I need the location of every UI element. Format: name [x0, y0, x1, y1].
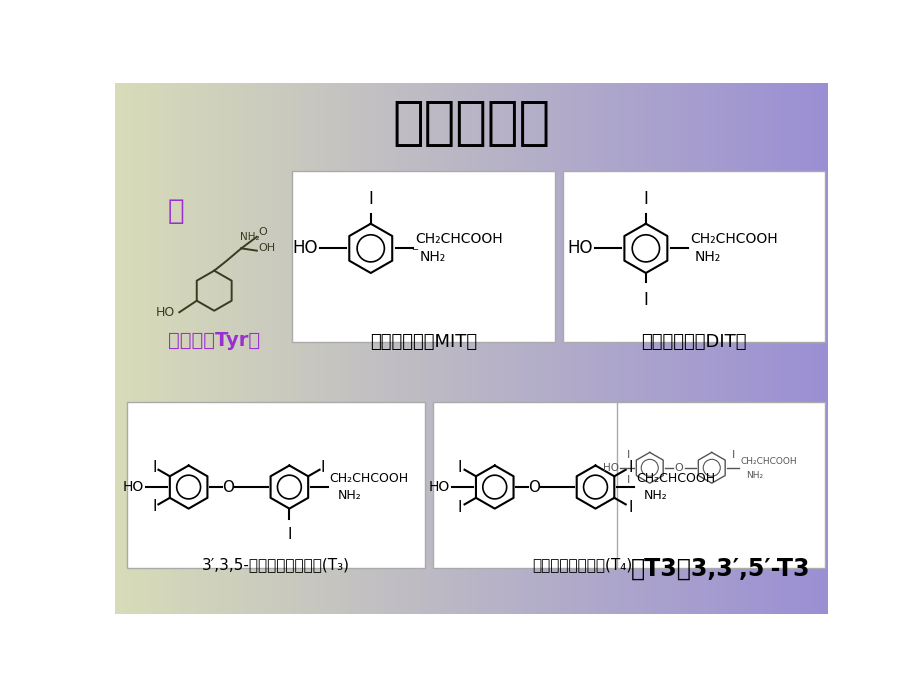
Text: OH: OH [258, 244, 275, 253]
Text: I: I [153, 499, 157, 514]
Text: HO: HO [428, 480, 449, 494]
Text: CH₂CHCOOH: CH₂CHCOOH [635, 472, 714, 485]
Text: CH₂CHCOOH: CH₂CHCOOH [414, 232, 502, 246]
Text: HO: HO [122, 480, 143, 494]
Text: I: I [626, 451, 630, 460]
Text: I: I [457, 460, 461, 475]
Text: CH₂CHCOOH: CH₂CHCOOH [689, 232, 777, 246]
Text: O: O [221, 480, 234, 495]
Text: 3′,3,5-三碘甲状腺原氨酸(T₃): 3′,3,5-三碘甲状腺原氨酸(T₃) [201, 557, 349, 572]
Text: 反T3：3,3′,5′-T3: 反T3：3,3′,5′-T3 [630, 557, 810, 581]
Text: NH₂: NH₂ [643, 489, 667, 502]
Text: CH₂CHCOOH: CH₂CHCOOH [329, 472, 408, 485]
Text: 酪氨酸（Tyr）: 酪氨酸（Tyr） [167, 331, 259, 350]
Text: I: I [368, 190, 373, 208]
Text: 四碘甲状腺原氨酸(T₄): 四碘甲状腺原氨酸(T₄) [531, 557, 631, 572]
Text: 二碘酪氨酸（DIT）: 二碘酪氨酸（DIT） [641, 333, 746, 351]
Bar [127, 402, 425, 568]
Text: HO: HO [567, 239, 593, 257]
Text: 甲状腺激素: 甲状腺激素 [392, 97, 550, 149]
Text: NH₂: NH₂ [240, 233, 259, 242]
Text: 碘: 碘 [167, 197, 184, 225]
Text: O: O [528, 480, 539, 495]
Text: NH₂: NH₂ [694, 250, 720, 264]
Bar [291, 171, 554, 342]
Text: I: I [628, 460, 632, 475]
Text: I: I [628, 500, 632, 515]
Text: NH₂: NH₂ [745, 471, 762, 480]
Text: O: O [675, 463, 683, 473]
Bar [562, 171, 824, 342]
Text: I: I [153, 460, 157, 475]
Text: HO: HO [156, 306, 176, 319]
Text: I: I [731, 451, 734, 460]
Text: 一碘酪氨酸（MIT）: 一碘酪氨酸（MIT） [369, 333, 476, 351]
Text: NH₂: NH₂ [419, 250, 446, 264]
Text: I: I [642, 291, 648, 310]
Text: I: I [287, 527, 291, 542]
Text: O: O [258, 227, 267, 237]
Text: NH₂: NH₂ [337, 489, 361, 502]
Text: ─: ─ [412, 244, 416, 253]
Bar [432, 402, 731, 568]
Text: I: I [457, 500, 461, 515]
Text: I: I [642, 190, 648, 208]
Text: I: I [321, 460, 324, 475]
Bar [617, 402, 824, 568]
Text: HO: HO [602, 463, 618, 473]
Text: HO: HO [292, 239, 318, 257]
Text: I: I [626, 475, 630, 485]
Text: CH₂CHCOOH: CH₂CHCOOH [740, 457, 796, 466]
